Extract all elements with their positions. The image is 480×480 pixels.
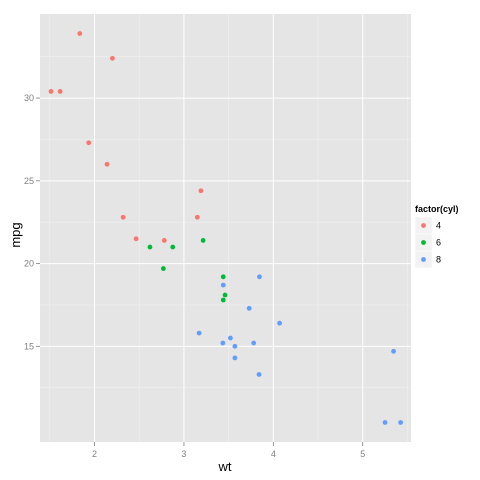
y-tick-label: 15 xyxy=(24,341,34,351)
legend-label: 8 xyxy=(436,255,441,265)
minor-gridlines xyxy=(40,14,411,442)
y-tick-label: 25 xyxy=(24,176,34,186)
x-tick-label: 3 xyxy=(181,449,186,459)
data-point-cyl-8 xyxy=(251,340,257,346)
data-point-cyl-8 xyxy=(391,348,396,354)
y-tick-label: 30 xyxy=(24,93,34,103)
data-point-cyl-8 xyxy=(220,282,226,288)
y-tick-label: 20 xyxy=(24,259,34,269)
data-point-cyl-8 xyxy=(257,274,262,280)
data-point-cyl-8 xyxy=(246,305,252,311)
data-point-cyl-6 xyxy=(147,244,153,250)
data-point-cyl-6 xyxy=(200,238,206,243)
data-point-cyl-8 xyxy=(277,320,282,326)
data-point-cyl-4 xyxy=(77,31,83,36)
x-tick-label: 4 xyxy=(271,449,276,459)
legend-label: 6 xyxy=(436,238,441,248)
data-point-cyl-8 xyxy=(196,330,202,336)
data-point-cyl-4 xyxy=(194,214,200,220)
data-point-cyl-4 xyxy=(57,89,63,94)
data-point-cyl-6 xyxy=(170,244,176,250)
x-tick-label: 2 xyxy=(92,449,97,459)
legend-keys: 4 6 8 xyxy=(414,216,441,269)
data-point-cyl-4 xyxy=(86,140,92,146)
data-point-cyl-4 xyxy=(48,89,54,94)
data-points xyxy=(48,31,404,425)
data-point-cyl-4 xyxy=(104,161,110,167)
y-axis-title: mpg xyxy=(8,222,23,247)
legend-key-dot xyxy=(421,223,426,228)
data-point-cyl-8 xyxy=(232,355,238,361)
y-axis-ticks: 15 20 25 30 xyxy=(24,93,40,351)
legend-key-dot xyxy=(421,240,426,245)
data-point-cyl-6 xyxy=(220,274,226,280)
data-point-cyl-8 xyxy=(232,343,238,349)
legend-title: factor(cyl) xyxy=(415,204,459,214)
data-point-cyl-6 xyxy=(222,292,228,298)
data-point-cyl-8 xyxy=(228,335,233,341)
data-point-cyl-6 xyxy=(220,297,226,303)
data-point-cyl-8 xyxy=(382,420,388,425)
data-point-cyl-8 xyxy=(398,420,404,425)
data-point-cyl-4 xyxy=(110,55,115,61)
data-point-cyl-4 xyxy=(133,236,139,242)
data-point-cyl-8 xyxy=(220,340,226,346)
x-axis-title: wt xyxy=(218,459,232,474)
data-point-cyl-4 xyxy=(161,238,167,243)
data-point-cyl-4 xyxy=(198,188,204,194)
legend-key-dot xyxy=(421,257,426,262)
legend-label: 4 xyxy=(436,221,441,231)
x-tick-label: 5 xyxy=(360,449,365,459)
data-point-cyl-8 xyxy=(256,372,262,377)
legend: factor(cyl) 4 6 8 xyxy=(414,204,459,269)
x-axis-ticks: 2 3 4 5 xyxy=(92,442,365,459)
major-gridlines xyxy=(40,14,411,442)
plot-panel xyxy=(40,14,411,442)
data-point-cyl-6 xyxy=(160,266,166,271)
data-point-cyl-4 xyxy=(120,214,126,220)
